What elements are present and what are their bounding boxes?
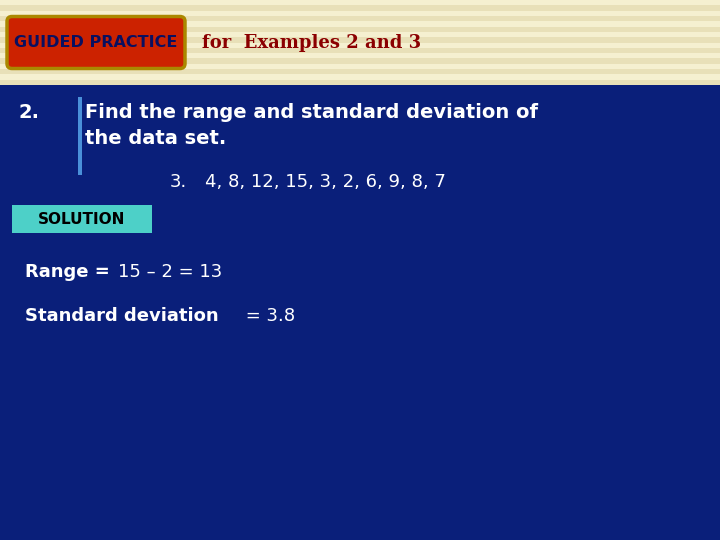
Text: SOLUTION: SOLUTION	[38, 212, 126, 226]
FancyBboxPatch shape	[0, 5, 720, 11]
FancyBboxPatch shape	[78, 97, 82, 175]
Text: Range =: Range =	[25, 263, 116, 281]
FancyBboxPatch shape	[0, 58, 720, 64]
Text: GUIDED PRACTICE: GUIDED PRACTICE	[14, 35, 178, 50]
Text: = 3.8: = 3.8	[240, 307, 295, 325]
FancyBboxPatch shape	[0, 48, 720, 53]
FancyBboxPatch shape	[0, 26, 720, 32]
FancyBboxPatch shape	[0, 69, 720, 75]
FancyBboxPatch shape	[12, 205, 152, 233]
FancyBboxPatch shape	[0, 80, 720, 85]
Text: for  Examples 2 and 3: for Examples 2 and 3	[202, 33, 421, 51]
FancyBboxPatch shape	[7, 17, 185, 69]
FancyBboxPatch shape	[0, 37, 720, 43]
FancyBboxPatch shape	[0, 16, 720, 21]
Text: Find the range and standard deviation of: Find the range and standard deviation of	[85, 103, 538, 122]
FancyBboxPatch shape	[0, 0, 720, 85]
Text: Standard deviation: Standard deviation	[25, 307, 219, 325]
FancyBboxPatch shape	[0, 85, 720, 540]
Text: the data set.: the data set.	[85, 129, 226, 148]
Text: 4, 8, 12, 15, 3, 2, 6, 9, 8, 7: 4, 8, 12, 15, 3, 2, 6, 9, 8, 7	[205, 173, 446, 191]
Text: 3.: 3.	[170, 173, 187, 191]
Text: 15 – 2 = 13: 15 – 2 = 13	[118, 263, 222, 281]
Text: 2.: 2.	[18, 103, 39, 122]
